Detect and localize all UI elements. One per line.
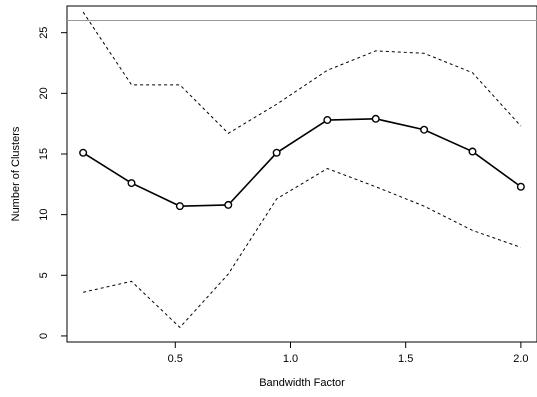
x-axis-title: Bandwidth Factor: [259, 377, 345, 389]
series-layer: [79, 11, 525, 329]
y-tick-label: 10: [38, 209, 50, 221]
mean-line: [82, 118, 522, 207]
data-point: [127, 179, 136, 188]
x-tick-label: 1.5: [398, 353, 413, 365]
data-point: [468, 147, 477, 156]
plot-area-border: [66, 5, 537, 343]
upper-bound-line: [82, 11, 522, 134]
y-tick-label: 15: [38, 148, 50, 160]
x-tick-label: 2.0: [513, 353, 528, 365]
x-tick-label: 0.5: [168, 353, 183, 365]
data-point: [272, 148, 281, 157]
y-tick-label: 20: [38, 87, 50, 99]
data-point: [516, 182, 525, 191]
y-axis-title: Number of Clusters: [10, 126, 22, 221]
lower-bound-line: [83, 167, 522, 329]
data-point: [420, 125, 429, 134]
data-point: [175, 202, 184, 211]
data-point: [224, 200, 233, 209]
axes-layer: 0.5 1.0 1.5 2.0 0 5 10 15 20 25: [38, 27, 529, 365]
y-tick-label: 0: [38, 333, 50, 339]
y-tick-label: 25: [38, 27, 50, 39]
data-point: [323, 116, 332, 125]
data-point: [79, 148, 88, 157]
x-tick-label: 1.0: [283, 353, 298, 365]
y-tick-label: 5: [38, 272, 50, 278]
data-point: [371, 114, 380, 123]
